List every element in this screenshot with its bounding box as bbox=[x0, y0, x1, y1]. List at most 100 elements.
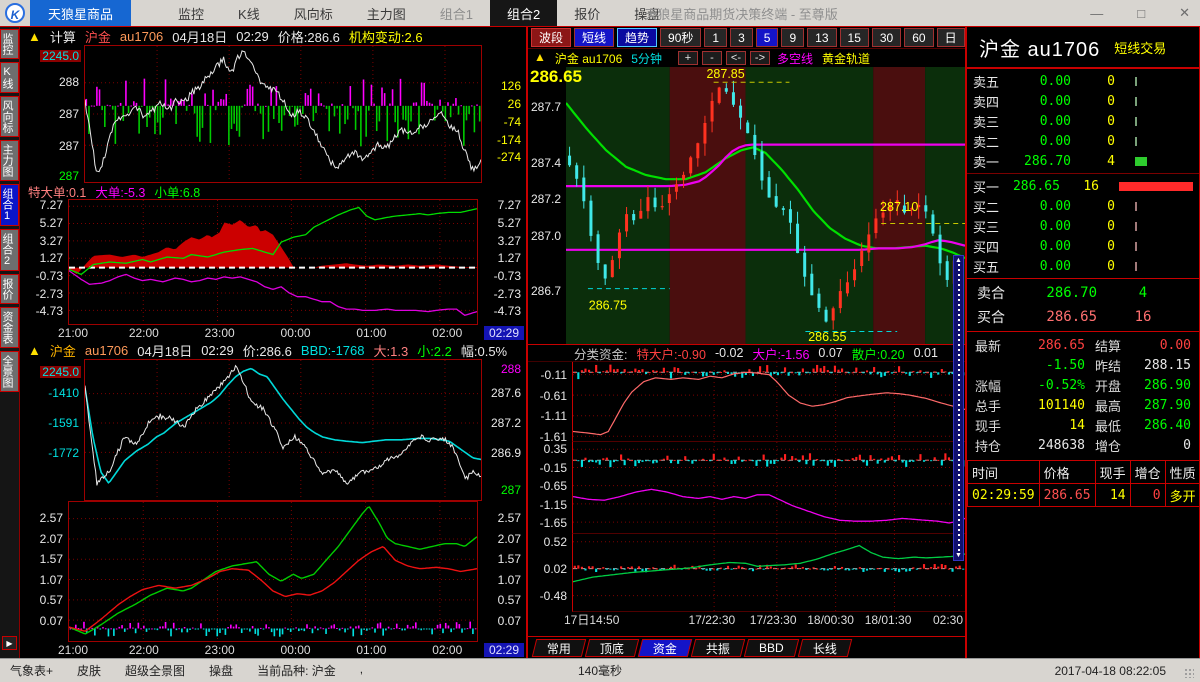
menu-item-K线[interactable]: K线 bbox=[238, 6, 260, 22]
sidebar-item-K线[interactable]: K线 bbox=[0, 62, 19, 93]
chart3-plot[interactable] bbox=[84, 359, 482, 501]
stat-row: 涨幅 -0.52% 开盘 286.90 bbox=[975, 375, 1191, 395]
axis-label: 287 bbox=[58, 169, 79, 184]
menu-item-操盘[interactable]: 操盘 bbox=[634, 6, 661, 22]
book-row-卖五[interactable]: 卖五 0.00 0 bbox=[967, 71, 1199, 91]
axis-label: 287.2 bbox=[490, 415, 521, 430]
menu-item-监控[interactable]: 监控 bbox=[178, 6, 205, 22]
chart-nav-button[interactable]: + bbox=[677, 51, 698, 65]
status-item[interactable]: 皮肤 bbox=[77, 664, 102, 678]
menu-item-风向标[interactable]: 风向标 bbox=[293, 6, 333, 22]
tab-共振[interactable]: 共振 bbox=[690, 639, 746, 657]
axis-label: 26 bbox=[507, 97, 521, 112]
tab-顶底[interactable]: 顶底 bbox=[584, 639, 640, 657]
stat-row: 现手 14 最低 286.40 bbox=[975, 415, 1191, 435]
period-button-9[interactable]: 9 bbox=[781, 28, 805, 47]
indicator-tabs: 常用 顶底 资金 共振 BBD 长线 bbox=[528, 636, 965, 658]
volume-bar bbox=[1135, 156, 1147, 166]
status-item[interactable]: 操盘 bbox=[209, 664, 234, 678]
book-row-卖三[interactable]: 卖三 0.00 0 bbox=[967, 111, 1199, 131]
kline-panel: 波段 短线 趋势 90秒 1 3 5 9 13 15 30 60 日 ▲ 沪金 au1706 5分钟 + - <… bbox=[528, 27, 965, 658]
funds1-plot[interactable] bbox=[572, 362, 965, 442]
x-axis-label: 17日14:50 bbox=[564, 613, 620, 627]
chart-nav-button[interactable]: <- bbox=[725, 51, 746, 65]
book-row-买五[interactable]: 买五 0.00 0 bbox=[967, 256, 1199, 276]
sidebar-item-风向标[interactable]: 风向标 bbox=[0, 96, 19, 137]
text-seg: ▲ bbox=[28, 342, 41, 358]
period-button-波段[interactable]: 波段 bbox=[531, 28, 572, 47]
sidebar-item-监控[interactable]: 监控 bbox=[0, 29, 19, 59]
book-row-买四[interactable]: 买四 0.00 0 bbox=[967, 236, 1199, 256]
vertical-scrollbar[interactable]: ▲ ▼ bbox=[953, 255, 964, 561]
candle-plot[interactable]: 287.85 286.75 287.10 286.55 bbox=[566, 67, 965, 344]
close-button[interactable]: ✕ bbox=[1179, 5, 1190, 20]
maximize-button[interactable]: □ bbox=[1137, 5, 1146, 21]
chart4-plot[interactable] bbox=[68, 501, 478, 642]
funds2-plot[interactable] bbox=[572, 442, 965, 534]
text-seg: BBD:-1768 bbox=[300, 342, 365, 358]
chart2-plot[interactable] bbox=[68, 199, 478, 325]
scroll-down-icon[interactable]: ▼ bbox=[955, 552, 962, 559]
period-button-13[interactable]: 13 bbox=[807, 28, 837, 47]
period-button-5[interactable]: 5 bbox=[755, 28, 779, 47]
volume-bar bbox=[1135, 261, 1137, 271]
book-row-卖一[interactable]: 卖一 286.70 4 bbox=[967, 151, 1199, 171]
book-row-买一[interactable]: 买一 286.65 16 bbox=[967, 176, 1199, 196]
tab-BBD[interactable]: BBD bbox=[743, 639, 799, 657]
axis-label: 0.52 bbox=[543, 534, 567, 549]
book-cell: 0.00 bbox=[1039, 218, 1071, 234]
sell-sum-qty: 4 bbox=[1138, 285, 1148, 301]
menu-item-报价[interactable]: 报价 bbox=[574, 6, 601, 22]
tab-资金[interactable]: 资金 bbox=[637, 639, 693, 657]
period-button-日[interactable]: 日 bbox=[936, 28, 965, 47]
ask-book: 卖五 0.00 0 卖四 0.00 0 卖三 0.00 0 卖二 0.00 0 卖一 286.70 4 bbox=[967, 69, 1199, 173]
minimize-button[interactable]: — bbox=[1090, 5, 1104, 21]
menu-item-组合2[interactable]: 组合2 bbox=[489, 0, 558, 26]
book-cell: 卖三 bbox=[973, 114, 1000, 130]
period-button-3[interactable]: 3 bbox=[730, 28, 753, 47]
contract-title: 沪金 au1706 bbox=[979, 38, 1101, 61]
stat-row: 持仓 248638 增仓 0 bbox=[975, 435, 1191, 455]
resize-grip[interactable] bbox=[1184, 668, 1194, 678]
chart-nav-button[interactable]: - bbox=[701, 51, 722, 65]
x-axis-label: 02:00 bbox=[432, 643, 463, 657]
sidebar-item-全景图[interactable]: 全景图 bbox=[0, 351, 19, 392]
scroll-up-icon[interactable]: ▲ bbox=[955, 257, 962, 264]
tab-常用[interactable]: 常用 bbox=[531, 639, 587, 657]
sidebar-item-组合1[interactable]: 组合1 bbox=[0, 184, 19, 226]
tab-长线[interactable]: 长线 bbox=[797, 639, 853, 657]
sidebar-expand-button[interactable]: ▶ bbox=[2, 636, 17, 650]
sidebar-item-主力图[interactable]: 主力图 bbox=[0, 140, 19, 181]
status-item[interactable]: 超级全景图 bbox=[125, 664, 186, 678]
chart-nav-button[interactable]: -> bbox=[749, 51, 770, 65]
axis-label: -74 bbox=[503, 115, 521, 130]
book-row-买三[interactable]: 买三 0.00 0 bbox=[967, 216, 1199, 236]
brand-button[interactable]: 天狼星商品 bbox=[30, 0, 132, 26]
book-row-卖二[interactable]: 卖二 0.00 0 bbox=[967, 131, 1199, 151]
period-button-90秒[interactable]: 90秒 bbox=[660, 28, 702, 47]
text-seg: 散户:0.20 bbox=[851, 347, 905, 362]
funds3-plot[interactable] bbox=[572, 534, 965, 612]
sidebar-item-报价[interactable]: 报价 bbox=[0, 274, 19, 304]
period-button-30[interactable]: 30 bbox=[871, 28, 902, 47]
period-button-1[interactable]: 1 bbox=[704, 28, 728, 47]
axis-label: -4.73 bbox=[35, 304, 63, 319]
book-row-买二[interactable]: 买二 0.00 0 bbox=[967, 196, 1199, 216]
funds2-axis: 0.35 -0.15 -0.65 -1.15 -1.65 bbox=[528, 442, 572, 534]
axis-label: 3.27 bbox=[39, 233, 63, 248]
chart1-plot[interactable] bbox=[84, 45, 482, 183]
menu-item-主力图[interactable]: 主力图 bbox=[366, 6, 406, 22]
period-button-60[interactable]: 60 bbox=[904, 28, 934, 47]
stat-cell: 0.00 bbox=[1159, 337, 1191, 353]
text-seg: ▲ bbox=[534, 49, 546, 64]
book-row-卖四[interactable]: 卖四 0.00 0 bbox=[967, 91, 1199, 111]
period-button-短线[interactable]: 短线 bbox=[574, 28, 615, 47]
sidebar-item-资金表[interactable]: 资金表 bbox=[0, 307, 19, 348]
scrollbar-track[interactable] bbox=[957, 264, 960, 552]
menu-item-组合1[interactable]: 组合1 bbox=[439, 6, 473, 22]
market-stats: 最新 286.65 结算 0.00 -1.50 昨结 288.15 涨幅 -0.52% 开盘 286… bbox=[967, 332, 1199, 456]
period-button-趋势[interactable]: 趋势 bbox=[617, 28, 658, 47]
period-button-15[interactable]: 15 bbox=[839, 28, 869, 47]
sidebar-item-组合2[interactable]: 组合2 bbox=[0, 229, 19, 271]
status-item[interactable]: 气象表+ bbox=[10, 664, 54, 678]
